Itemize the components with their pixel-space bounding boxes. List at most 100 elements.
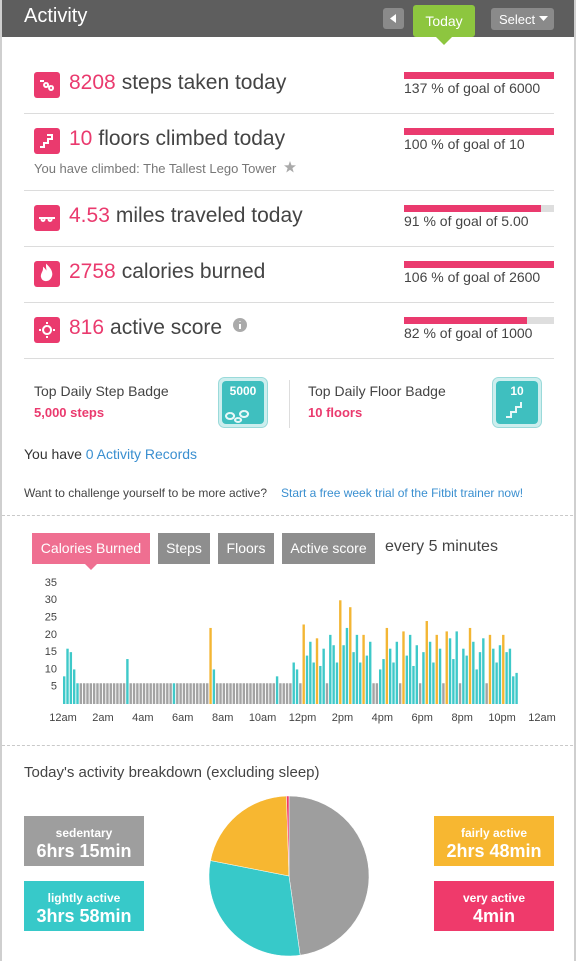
bar — [209, 627, 212, 704]
bar — [342, 645, 345, 704]
bar — [262, 683, 265, 704]
bar — [415, 645, 418, 704]
tab-pointer — [84, 563, 98, 570]
bar — [219, 683, 222, 704]
legend-name: sedentary — [55, 826, 113, 840]
stat-label: miles traveled today — [115, 204, 303, 227]
bar — [448, 638, 452, 704]
row-separator — [24, 302, 554, 303]
goal-text: 106 % of goal of 2600 — [404, 269, 541, 285]
legend-box: very active 4min — [434, 881, 554, 931]
bar — [408, 634, 412, 704]
chart-tab[interactable]: Floors — [218, 533, 274, 564]
row-separator — [24, 246, 554, 247]
goal-text: 91 % of goal of 5.00 — [404, 213, 529, 229]
progress-fill — [404, 128, 554, 135]
bar — [349, 607, 352, 704]
stat-icon — [34, 261, 60, 287]
badge-divider — [289, 380, 290, 428]
bar — [159, 683, 162, 704]
bar — [172, 683, 176, 704]
progress-track — [404, 72, 554, 79]
bar — [225, 683, 229, 704]
x-tick-label: 4am — [132, 712, 153, 724]
bar — [402, 631, 405, 704]
records-line: You have 0 Activity Records — [24, 446, 197, 462]
challenge-link[interactable]: Start a free week trial of the Fitbit tr… — [281, 486, 524, 500]
x-tick-label: 12pm — [289, 712, 317, 724]
badge-glyph — [506, 402, 522, 418]
records-text: You have — [24, 446, 82, 462]
x-tick-label: 12am — [528, 712, 556, 724]
back-button[interactable] — [383, 8, 404, 29]
bar — [189, 683, 192, 704]
y-tick-label: 20 — [45, 629, 57, 641]
bar — [485, 683, 488, 704]
x-tick-label: 4pm — [372, 712, 393, 724]
select-button[interactable]: Select — [491, 8, 554, 30]
bar — [132, 683, 136, 704]
bar — [269, 683, 272, 704]
bar — [375, 683, 379, 704]
bar — [279, 683, 282, 704]
records-link[interactable]: 0 Activity Records — [85, 446, 198, 462]
stat-row: 8208 steps taken today 137 % of goal of 60… — [2, 57, 574, 114]
y-tick-label: 5 — [51, 681, 57, 693]
header-bar — [2, 0, 574, 37]
legend-time: 2hrs 48min — [446, 841, 542, 861]
bar — [272, 683, 275, 704]
bar — [199, 683, 202, 704]
goal-text: 137 % of goal of 6000 — [404, 80, 541, 96]
bar — [249, 683, 252, 704]
stat-value: 10 — [69, 127, 93, 150]
bar — [512, 676, 515, 704]
badge-icon-text: 5000 — [230, 384, 257, 398]
chart-tab[interactable]: Steps — [158, 533, 210, 564]
stat-label: calories burned — [121, 260, 266, 283]
bar — [472, 641, 475, 704]
bar — [392, 662, 395, 704]
bar — [465, 655, 468, 704]
stat-text: 4.53 miles traveled today — [69, 204, 303, 228]
bar — [382, 659, 385, 704]
bar — [109, 683, 112, 704]
bar — [322, 648, 325, 704]
bar — [438, 648, 442, 704]
chart-tab[interactable]: Calories Burned — [32, 533, 150, 564]
bar — [129, 683, 132, 704]
y-tick-label: 15 — [45, 646, 57, 658]
bar — [332, 645, 335, 704]
bar — [475, 669, 478, 704]
bar — [229, 683, 232, 704]
bar — [412, 665, 415, 704]
x-tick-label: 2pm — [332, 712, 353, 724]
bar — [92, 683, 96, 704]
bar — [445, 631, 448, 704]
legend-box: lightly active 3hrs 58min — [24, 881, 144, 931]
bar — [432, 662, 435, 704]
badge-inner — [496, 381, 538, 424]
bar — [112, 683, 116, 704]
bar — [192, 683, 196, 704]
bar — [82, 683, 86, 704]
bar — [232, 683, 236, 704]
bar — [179, 683, 182, 704]
goal-text: 82 % of goal of 1000 — [404, 325, 533, 341]
bar — [216, 683, 219, 704]
bar — [309, 641, 312, 704]
bar — [315, 638, 319, 704]
bar — [289, 683, 292, 704]
today-button[interactable]: Today — [413, 5, 475, 37]
badge-glyph — [225, 410, 250, 423]
bar — [435, 634, 438, 704]
bar — [245, 683, 249, 704]
bar — [166, 683, 169, 704]
chart-tab[interactable]: Active score — [282, 533, 375, 564]
legend-name: very active — [462, 891, 526, 905]
bar — [96, 683, 99, 704]
icon-glyph — [39, 322, 55, 338]
progress-track — [404, 317, 554, 324]
section-separator — [2, 515, 574, 516]
